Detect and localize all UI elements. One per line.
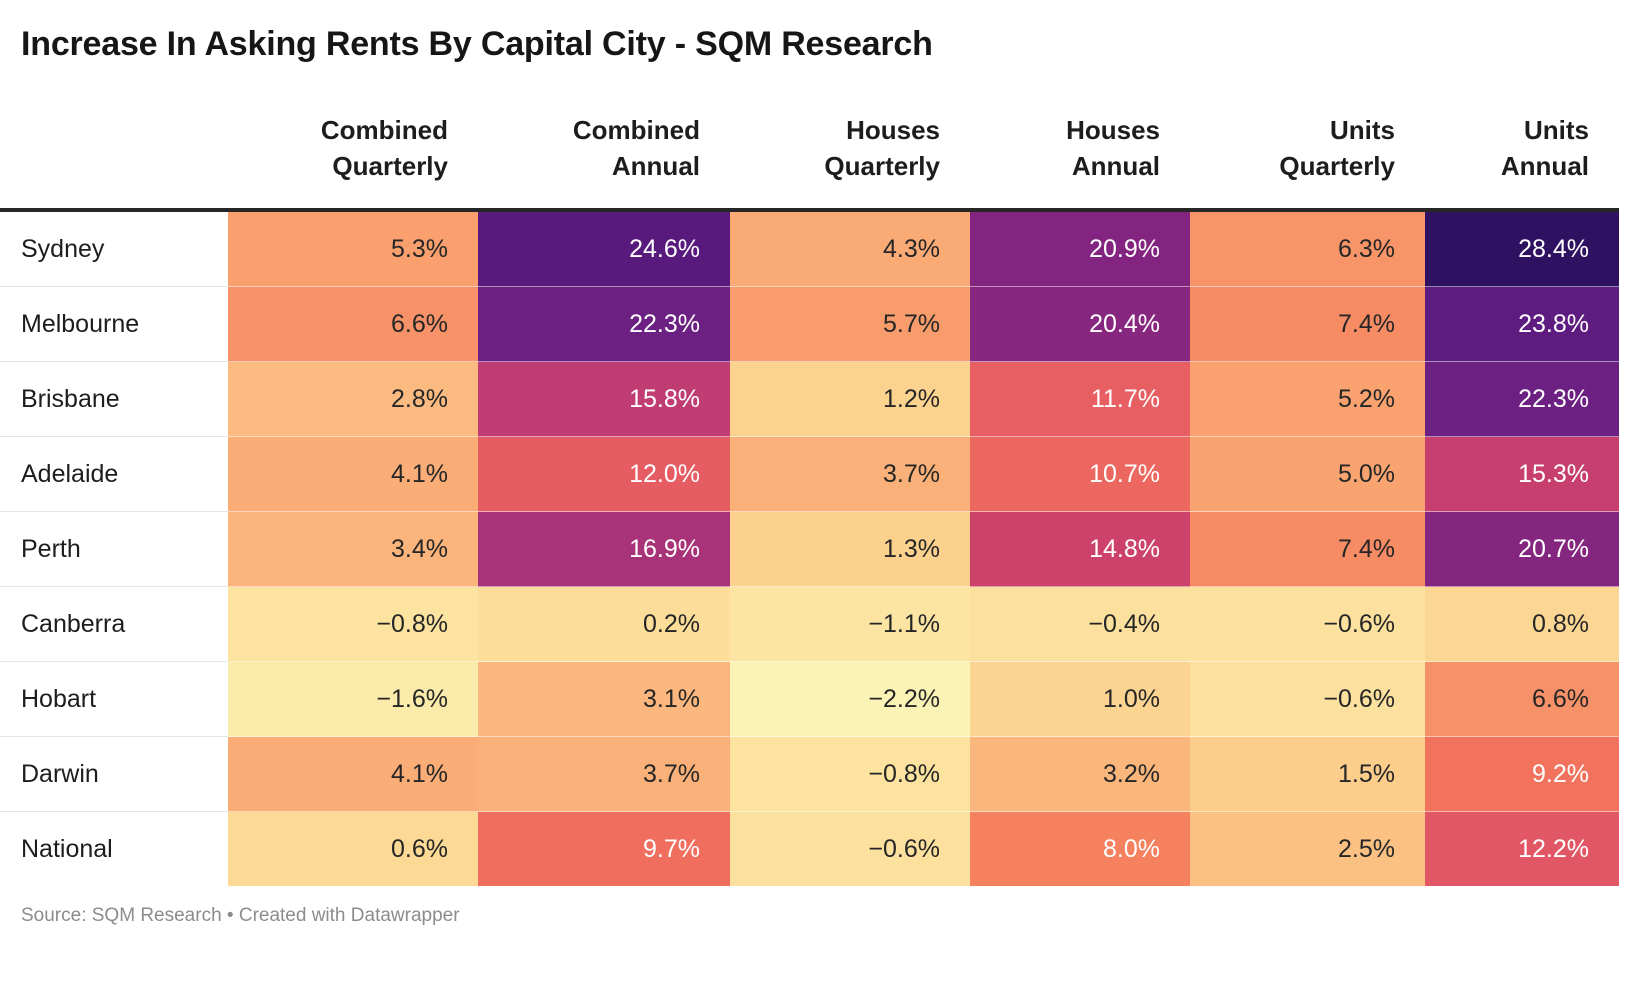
column-header-line: Combined bbox=[572, 115, 700, 145]
heat-cell: 28.4% bbox=[1425, 210, 1619, 287]
column-header-line: Combined bbox=[320, 115, 448, 145]
rent-heatmap-table: Combined Quarterly Combined Annual Houses Q… bbox=[0, 64, 1619, 886]
heat-cell: 15.8% bbox=[478, 361, 730, 437]
heat-cell: 6.3% bbox=[1190, 210, 1425, 287]
column-header-line: Quarterly bbox=[1279, 151, 1395, 181]
heat-cell: 20.7% bbox=[1425, 511, 1619, 587]
heat-cell: −0.6% bbox=[1190, 661, 1425, 737]
table-row-darwin: Darwin 4.1% 3.7% −0.8% 3.2% 1.5% 9.2% bbox=[0, 736, 1619, 812]
heat-cell: 3.4% bbox=[228, 511, 478, 587]
heat-cell: 9.2% bbox=[1425, 736, 1619, 812]
row-label: Hobart bbox=[0, 661, 228, 737]
heat-cell: −0.8% bbox=[228, 586, 478, 662]
header-row: Combined Quarterly Combined Annual Houses Q… bbox=[0, 64, 1619, 212]
column-header-line: Quarterly bbox=[332, 151, 448, 181]
heat-cell: 0.2% bbox=[478, 586, 730, 662]
heat-cell: 1.2% bbox=[730, 361, 970, 437]
heat-cell: −0.8% bbox=[730, 736, 970, 812]
heat-cell: 12.2% bbox=[1425, 811, 1619, 886]
heat-cell: −1.6% bbox=[228, 661, 478, 737]
heat-cell: 4.1% bbox=[228, 736, 478, 812]
heat-cell: 20.4% bbox=[970, 286, 1190, 362]
heat-cell: 20.9% bbox=[970, 210, 1190, 287]
table-row-national: National 0.6% 9.7% −0.6% 8.0% 2.5% 12.2% bbox=[0, 811, 1619, 886]
heat-cell: −0.4% bbox=[970, 586, 1190, 662]
heat-cell: 12.0% bbox=[478, 436, 730, 512]
table-row-canberra: Canberra −0.8% 0.2% −1.1% −0.4% −0.6% 0.… bbox=[0, 586, 1619, 662]
heat-cell: 4.1% bbox=[228, 436, 478, 512]
page-title: Increase In Asking Rents By Capital City… bbox=[21, 25, 933, 63]
column-header-combined-quarterly: Combined Quarterly bbox=[228, 64, 478, 212]
table-row-hobart: Hobart −1.6% 3.1% −2.2% 1.0% −0.6% 6.6% bbox=[0, 661, 1619, 737]
row-label: Darwin bbox=[0, 736, 228, 812]
row-label: National bbox=[0, 811, 228, 886]
heat-cell: 14.8% bbox=[970, 511, 1190, 587]
row-label: Brisbane bbox=[0, 361, 228, 437]
heat-cell: −1.1% bbox=[730, 586, 970, 662]
source-attribution: Source: SQM Research • Created with Data… bbox=[21, 905, 460, 926]
heat-cell: 24.6% bbox=[478, 210, 730, 287]
heat-cell: 1.3% bbox=[730, 511, 970, 587]
heat-cell: 11.7% bbox=[970, 361, 1190, 437]
column-header-line: Annual bbox=[1071, 151, 1160, 181]
corner-header bbox=[0, 64, 228, 212]
heat-cell: 9.7% bbox=[478, 811, 730, 886]
heat-cell: 3.1% bbox=[478, 661, 730, 737]
column-header-houses-annual: Houses Annual bbox=[970, 64, 1190, 212]
heat-cell: 0.6% bbox=[228, 811, 478, 886]
column-header-line: Annual bbox=[1500, 151, 1589, 181]
heat-cell: −0.6% bbox=[1190, 586, 1425, 662]
table-row-sydney: Sydney 5.3% 24.6% 4.3% 20.9% 6.3% 28.4% bbox=[0, 210, 1619, 287]
column-header-line: Quarterly bbox=[824, 151, 940, 181]
row-label: Adelaide bbox=[0, 436, 228, 512]
heat-cell: 5.3% bbox=[228, 210, 478, 287]
column-header-line: Houses bbox=[1066, 115, 1160, 145]
heat-cell: 5.2% bbox=[1190, 361, 1425, 437]
column-header-units-quarterly: Units Quarterly bbox=[1190, 64, 1425, 212]
column-header-houses-quarterly: Houses Quarterly bbox=[730, 64, 970, 212]
heat-cell: 4.3% bbox=[730, 210, 970, 287]
heat-cell: 23.8% bbox=[1425, 286, 1619, 362]
heat-cell: 16.9% bbox=[478, 511, 730, 587]
heat-cell: 6.6% bbox=[1425, 661, 1619, 737]
heat-cell: 2.8% bbox=[228, 361, 478, 437]
heat-cell: 22.3% bbox=[478, 286, 730, 362]
column-header-line: Annual bbox=[611, 151, 700, 181]
heat-cell: 10.7% bbox=[970, 436, 1190, 512]
heat-cell: 22.3% bbox=[1425, 361, 1619, 437]
table-row-brisbane: Brisbane 2.8% 15.8% 1.2% 11.7% 5.2% 22.3… bbox=[0, 361, 1619, 437]
heat-cell: −2.2% bbox=[730, 661, 970, 737]
column-header-combined-annual: Combined Annual bbox=[478, 64, 730, 212]
heat-cell: 1.0% bbox=[970, 661, 1190, 737]
row-label: Canberra bbox=[0, 586, 228, 662]
heat-cell: 0.8% bbox=[1425, 586, 1619, 662]
table-row-perth: Perth 3.4% 16.9% 1.3% 14.8% 7.4% 20.7% bbox=[0, 511, 1619, 587]
heat-cell: 15.3% bbox=[1425, 436, 1619, 512]
heat-cell: 7.4% bbox=[1190, 511, 1425, 587]
table-row-adelaide: Adelaide 4.1% 12.0% 3.7% 10.7% 5.0% 15.3… bbox=[0, 436, 1619, 512]
column-header-line: Units bbox=[1330, 115, 1395, 145]
heat-cell: 8.0% bbox=[970, 811, 1190, 886]
heat-cell: 5.0% bbox=[1190, 436, 1425, 512]
row-label: Perth bbox=[0, 511, 228, 587]
column-header-line: Houses bbox=[846, 115, 940, 145]
row-label: Sydney bbox=[0, 210, 228, 287]
row-label: Melbourne bbox=[0, 286, 228, 362]
heat-cell: 6.6% bbox=[228, 286, 478, 362]
heat-cell: 5.7% bbox=[730, 286, 970, 362]
heat-cell: 3.2% bbox=[970, 736, 1190, 812]
heat-cell: −0.6% bbox=[730, 811, 970, 886]
heat-cell: 1.5% bbox=[1190, 736, 1425, 812]
heat-cell: 3.7% bbox=[730, 436, 970, 512]
heat-cell: 3.7% bbox=[478, 736, 730, 812]
heat-cell: 7.4% bbox=[1190, 286, 1425, 362]
column-header-units-annual: Units Annual bbox=[1425, 64, 1619, 212]
column-header-line: Units bbox=[1524, 115, 1589, 145]
table-row-melbourne: Melbourne 6.6% 22.3% 5.7% 20.4% 7.4% 23.… bbox=[0, 286, 1619, 362]
heat-cell: 2.5% bbox=[1190, 811, 1425, 886]
